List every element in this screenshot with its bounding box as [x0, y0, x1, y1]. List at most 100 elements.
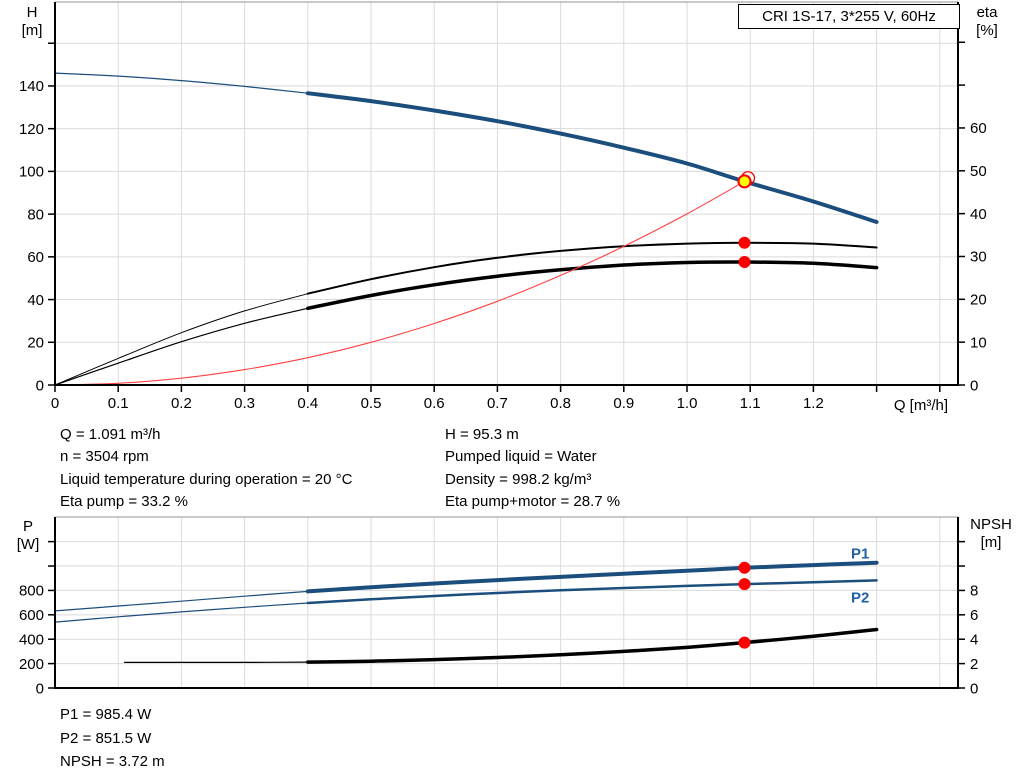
chart-axes — [54, 517, 959, 689]
x-tick-label: 0.6 — [424, 395, 445, 412]
p1-point — [738, 561, 751, 574]
npsh-axis-unit: [m] — [980, 534, 1002, 551]
eta-axis-name: eta — [976, 4, 998, 21]
x-tick-label: 0.5 — [361, 395, 382, 412]
curve-p1 — [54, 590, 309, 612]
h-axis-name: H — [26, 4, 38, 21]
npsh-axis-unit-label: NPSH [m] — [960, 516, 1022, 552]
y-right-tick-label: 0 — [970, 680, 978, 697]
duty-info-line: Eta pump = 33.2 % — [60, 493, 188, 511]
p-axis-unit-label: P [W] — [8, 518, 48, 554]
x-tick-label: 0.3 — [234, 395, 255, 412]
eta-axis-unit-label: eta [%] — [966, 4, 1008, 40]
npsh-axis-name: NPSH — [970, 516, 1012, 533]
x-tick-label: 1.0 — [677, 395, 698, 412]
eta-pump-point — [738, 236, 751, 249]
pump-type-title: CRI 1S-17, 3*255 V, 60Hz — [762, 8, 936, 25]
p-axis-unit: [W] — [16, 536, 40, 553]
y-left-tick-label: 20 — [27, 335, 44, 352]
duty-info-line: Liquid temperature during operation = 20… — [60, 470, 353, 488]
y-left-tick-label: 140 — [19, 78, 44, 95]
curve-p2 — [306, 579, 878, 605]
power-info-line: NPSH = 3.72 m — [60, 753, 165, 771]
x-tick-label: 1.1 — [740, 395, 761, 412]
curve-p1 — [305, 560, 879, 594]
p-axis-name: P — [22, 518, 33, 535]
y-right-tick-label: 40 — [970, 206, 987, 223]
duty-info-line: Q = 1.091 m³/h — [60, 426, 161, 443]
y-left-tick-label: 0 — [36, 680, 44, 697]
power-info-line: P1 = 985.4 W — [60, 706, 152, 723]
q-axis-unit-label: Q [m³/h] — [856, 397, 948, 415]
q-axis-name: Q [m³/h] — [893, 397, 948, 414]
y-left-tick-label: 40 — [27, 292, 44, 309]
y-left-tick-label: 100 — [19, 164, 44, 181]
y-right-tick-label: 20 — [970, 292, 987, 309]
y-right-tick-label: 10 — [970, 334, 987, 351]
h-axis-unit-label: H [m] — [12, 4, 52, 40]
curve-qh-curve — [305, 91, 879, 224]
duty-info-line: Density = 998.2 kg/m³ — [445, 470, 592, 488]
x-tick-label: 0 — [51, 395, 59, 412]
x-tick-label: 0.9 — [613, 395, 634, 412]
y-right-tick-label: 50 — [970, 163, 987, 180]
y-right-tick-label: 60 — [970, 120, 987, 137]
curve-npsh — [306, 627, 879, 664]
duty-info-left-column: Q = 1.091 m³/h n = 3504 rpm Liquid tempera… — [60, 424, 352, 514]
y-left-tick-label: 60 — [27, 249, 44, 266]
pump-type-title-box: CRI 1S-17, 3*255 V, 60Hz — [738, 4, 960, 29]
chart-ticks: 0 20 40 60 80 100 120 140 0 10 20 30 40 50 60 0 0.1 0.2 0.… — [19, 41, 987, 412]
curve-system-curve — [54, 180, 746, 386]
eta-axis-unit: [%] — [976, 22, 998, 39]
duty-point — [737, 174, 752, 189]
duty-info-line: Pumped liquid = Water — [445, 448, 597, 466]
curve-eta-pump-motor — [306, 260, 879, 311]
x-tick-label: 1.2 — [803, 395, 824, 412]
duty-info-line: n = 3504 rpm — [60, 448, 149, 466]
chart-2: 0 200 400 600 800 0 2 4 6 8 P1 P2 — [19, 516, 978, 697]
x-tick-label: 0.7 — [487, 395, 508, 412]
y-left-tick-label: 800 — [19, 583, 44, 600]
y-left-tick-label: 200 — [19, 656, 44, 673]
p2-point — [738, 578, 751, 591]
y-right-tick-label: 30 — [970, 249, 987, 266]
x-tick-label: 0.2 — [171, 395, 192, 412]
x-tick-label: 0.1 — [108, 395, 129, 412]
curve-p2 — [54, 602, 309, 623]
x-tick-label: 0.8 — [550, 395, 571, 412]
curve-eta-pump-motor — [54, 307, 309, 386]
chart-grid — [55, 1, 958, 385]
y-left-tick-label: 80 — [27, 206, 44, 223]
chart-axes — [54, 2, 959, 386]
chart-curves — [54, 72, 879, 386]
curve-eta-pump — [54, 293, 309, 386]
curve-eta-pump — [306, 241, 878, 295]
y-left-tick-label: 400 — [19, 631, 44, 648]
curve-qh-curve — [54, 72, 309, 94]
y-left-tick-label: 120 — [19, 121, 44, 138]
eta-pump-motor-point — [738, 256, 751, 269]
y-right-tick-label: 0 — [970, 377, 978, 394]
y-left-tick-label: 600 — [19, 607, 44, 624]
x-tick-label: 0.4 — [297, 395, 318, 412]
y-right-tick-label: 4 — [970, 631, 978, 648]
curve-label-p2: P2 — [851, 590, 869, 607]
power-npsh-info-block: P1 = 985.4 W P2 = 851.5 W NPSH = 3.72 m — [60, 703, 165, 774]
npsh-point — [738, 636, 751, 649]
chart-1: 0 20 40 60 80 100 120 140 0 10 20 30 40 50 60 0 0.1 0.2 0.… — [19, 1, 987, 412]
duty-info-right-column: H = 95.3 m Pumped liquid = Water Density =… — [445, 424, 620, 514]
duty-info-line: H = 95.3 m — [445, 426, 519, 443]
chart-ticks: 0 200 400 600 800 0 2 4 6 8 — [19, 540, 978, 697]
y-right-tick-label: 2 — [970, 656, 978, 673]
y-right-tick-label: 8 — [970, 583, 978, 600]
curve-label-p1: P1 — [851, 545, 869, 562]
chart-markers — [737, 171, 756, 269]
h-axis-unit: [m] — [21, 22, 43, 39]
duty-info-line: Eta pump+motor = 28.7 % — [445, 493, 621, 511]
chart-curves — [54, 560, 879, 664]
y-right-tick-label: 6 — [970, 607, 978, 624]
chart-markers — [738, 561, 751, 649]
y-left-tick-label: 0 — [36, 377, 44, 394]
